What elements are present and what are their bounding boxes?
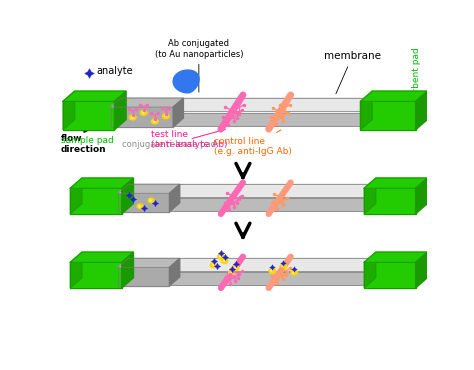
Polygon shape xyxy=(364,178,376,214)
Circle shape xyxy=(218,254,224,259)
Polygon shape xyxy=(122,252,134,288)
Polygon shape xyxy=(169,184,180,212)
Polygon shape xyxy=(70,252,134,262)
Polygon shape xyxy=(110,98,183,107)
Polygon shape xyxy=(416,91,428,130)
Polygon shape xyxy=(416,178,428,214)
Text: sample pad: sample pad xyxy=(61,125,114,145)
Circle shape xyxy=(228,270,235,275)
Circle shape xyxy=(140,110,147,115)
Polygon shape xyxy=(110,107,173,127)
Polygon shape xyxy=(118,258,180,268)
Polygon shape xyxy=(360,91,428,101)
Polygon shape xyxy=(364,188,416,214)
Polygon shape xyxy=(169,258,180,286)
Polygon shape xyxy=(63,91,126,101)
Polygon shape xyxy=(360,91,372,130)
Circle shape xyxy=(163,114,169,119)
Polygon shape xyxy=(63,91,75,130)
Polygon shape xyxy=(70,252,82,288)
Circle shape xyxy=(221,258,228,263)
Circle shape xyxy=(210,263,217,268)
Circle shape xyxy=(280,264,287,269)
Circle shape xyxy=(129,115,136,120)
Polygon shape xyxy=(114,91,126,130)
Polygon shape xyxy=(96,98,393,111)
Polygon shape xyxy=(107,198,397,211)
Circle shape xyxy=(137,204,143,209)
Polygon shape xyxy=(96,114,393,126)
Circle shape xyxy=(291,270,298,275)
Polygon shape xyxy=(70,262,122,288)
Circle shape xyxy=(152,119,158,124)
Text: conjugate release pad: conjugate release pad xyxy=(122,140,216,149)
Text: analyte: analyte xyxy=(96,67,133,77)
Polygon shape xyxy=(107,184,397,197)
Polygon shape xyxy=(122,178,134,214)
Polygon shape xyxy=(364,178,428,188)
Text: control line
(e.g. anti-IgG Ab): control line (e.g. anti-IgG Ab) xyxy=(213,130,292,156)
Circle shape xyxy=(232,266,239,270)
Polygon shape xyxy=(118,268,169,286)
Circle shape xyxy=(269,268,275,273)
Text: adsorbent pad: adsorbent pad xyxy=(412,47,421,113)
Polygon shape xyxy=(70,178,82,214)
Polygon shape xyxy=(360,101,416,130)
Text: Ab conjugated
(to Au nanoparticles): Ab conjugated (to Au nanoparticles) xyxy=(155,39,243,92)
Text: membrane: membrane xyxy=(324,51,381,94)
Polygon shape xyxy=(70,188,122,214)
Polygon shape xyxy=(173,98,183,127)
Polygon shape xyxy=(364,262,416,288)
Text: flow
direction: flow direction xyxy=(61,134,107,154)
Polygon shape xyxy=(70,178,134,188)
Polygon shape xyxy=(416,252,428,288)
Polygon shape xyxy=(118,184,180,193)
Text: test line
(anti-analyte Ab): test line (anti-analyte Ab) xyxy=(151,130,228,149)
Polygon shape xyxy=(364,252,428,262)
Polygon shape xyxy=(173,70,199,93)
Polygon shape xyxy=(63,101,114,130)
Polygon shape xyxy=(118,193,169,212)
Polygon shape xyxy=(107,258,397,271)
Polygon shape xyxy=(364,252,376,288)
Polygon shape xyxy=(107,272,397,285)
Circle shape xyxy=(148,198,154,203)
